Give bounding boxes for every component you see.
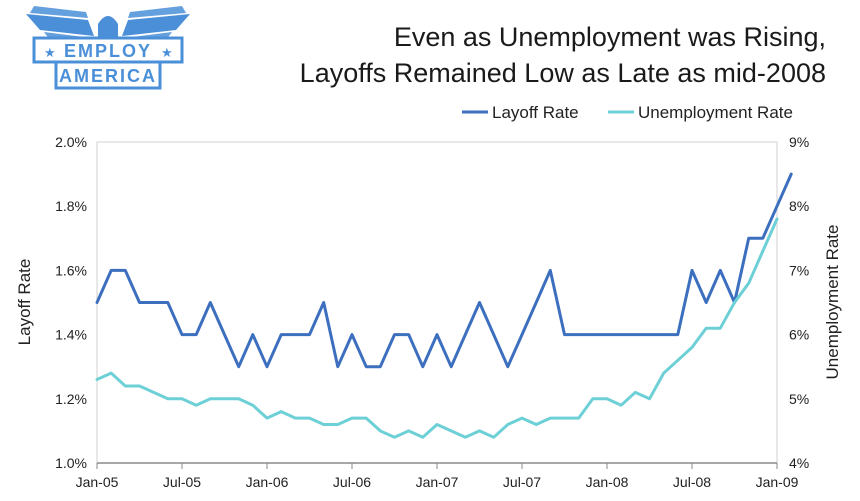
- logo-line-america: AMERICA: [59, 66, 157, 86]
- legend: Layoff Rate Unemployment Rate: [462, 103, 793, 122]
- logo-bottom-box: [54, 60, 162, 90]
- chart-title-line-2: Layoffs Remained Low as Late as mid-2008: [300, 58, 826, 88]
- y-tick-left-label: 1.4%: [55, 327, 87, 343]
- chart-title-line-1: Even as Unemployment was Rising,: [394, 22, 826, 52]
- x-tick-label: Jul-06: [333, 474, 371, 490]
- y-axis-title-left: Layoff Rate: [15, 259, 34, 346]
- y-tick-left-label: 1.6%: [55, 262, 87, 278]
- x-ticks: Jan-05 Jul-05 Jan-06 Jul-06 Jan-07 Jul-07 Jan-…: [76, 463, 799, 490]
- y-axis-title-right: Unemployment Rate: [823, 225, 842, 380]
- series-line-layoff-rate: [95, 172, 793, 369]
- x-tick-label: Jan-08: [586, 474, 629, 490]
- x-tick-label: Jan-07: [416, 474, 459, 490]
- logo-star-left: ★: [44, 45, 56, 60]
- eagle-icon: [26, 6, 190, 42]
- y-tick-left-label: 2.0%: [55, 134, 87, 150]
- y-ticks-left: 1.0% 1.2% 1.4% 1.6% 1.8% 2.0%: [55, 134, 87, 471]
- y-ticks-right: 4% 5% 6% 7% 8% 9%: [789, 134, 809, 471]
- x-tick-label: Jul-08: [673, 474, 711, 490]
- series-line-unemployment-rate: [95, 217, 779, 439]
- plot-area: [96, 141, 778, 464]
- x-tick-label: Jul-05: [163, 474, 201, 490]
- y-tick-right-label: 6%: [789, 327, 809, 343]
- employ-america-logo: ★ ★ EMPLOY AMERICA: [26, 6, 190, 90]
- y-tick-right-label: 8%: [789, 198, 809, 214]
- x-tick-label: Jan-09: [756, 474, 799, 490]
- logo-star-right: ★: [161, 45, 173, 60]
- y-tick-right-label: 7%: [789, 262, 809, 278]
- y-tick-right-label: 5%: [789, 391, 809, 407]
- logo-line-employ: EMPLOY: [64, 41, 152, 61]
- y-tick-right-label: 4%: [789, 455, 809, 471]
- x-tick-label: Jan-05: [76, 474, 119, 490]
- x-tick-label: Jul-07: [503, 474, 541, 490]
- y-tick-left-label: 1.0%: [55, 455, 87, 471]
- y-tick-right-label: 9%: [789, 134, 809, 150]
- legend-label-unemployment-rate: Unemployment Rate: [638, 103, 793, 122]
- y-tick-left-label: 1.2%: [55, 391, 87, 407]
- legend-label-layoff-rate: Layoff Rate: [492, 103, 579, 122]
- series-layer: [95, 172, 793, 439]
- y-tick-left-label: 1.8%: [55, 198, 87, 214]
- x-tick-label: Jan-06: [246, 474, 289, 490]
